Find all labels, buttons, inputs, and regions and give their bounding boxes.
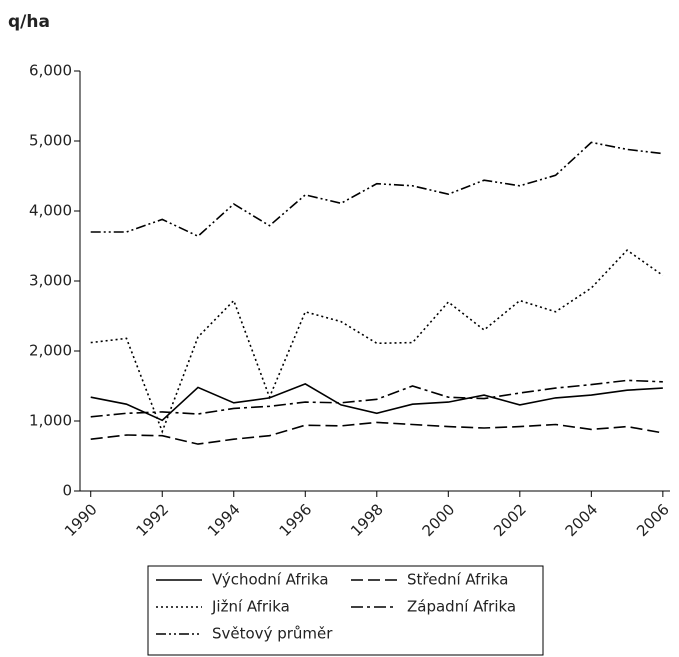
x-tick-label: 2004 — [562, 500, 602, 540]
legend-label: Východní Afrika — [212, 571, 329, 589]
x-tick-label: 1998 — [347, 500, 387, 540]
legend-label: Západní Afrika — [407, 598, 516, 616]
x-tick-label: 1992 — [133, 500, 173, 540]
y-tick-label: 5,000 — [29, 132, 72, 150]
x-tick-label: 2002 — [490, 500, 530, 540]
series-line — [90, 383, 663, 422]
y-tick-label: 4,000 — [29, 202, 72, 220]
y-tick-label: 6,000 — [29, 62, 72, 80]
x-tick-label: 1994 — [204, 500, 244, 540]
y-tick-label: 3,000 — [29, 272, 72, 290]
y-tick-label: 2,000 — [29, 342, 72, 360]
legend-label: Střední Afrika — [407, 571, 508, 589]
y-tick-label: 0 — [62, 482, 72, 500]
series-line — [90, 379, 663, 418]
series-line — [90, 249, 664, 434]
legend-label: Jižní Afrika — [211, 598, 290, 616]
x-tick-label: 2006 — [633, 500, 673, 540]
y-tick-label: 1,000 — [29, 412, 72, 430]
legend-box — [147, 565, 544, 656]
legend-label: Světový průměr — [212, 625, 333, 643]
x-tick-label: 1996 — [276, 500, 316, 540]
x-tick-label: 1990 — [61, 500, 101, 540]
x-tick-label: 2000 — [419, 500, 459, 540]
y-axis-label: q/ha — [8, 12, 50, 32]
series-line — [90, 141, 663, 238]
series-line — [90, 421, 663, 445]
